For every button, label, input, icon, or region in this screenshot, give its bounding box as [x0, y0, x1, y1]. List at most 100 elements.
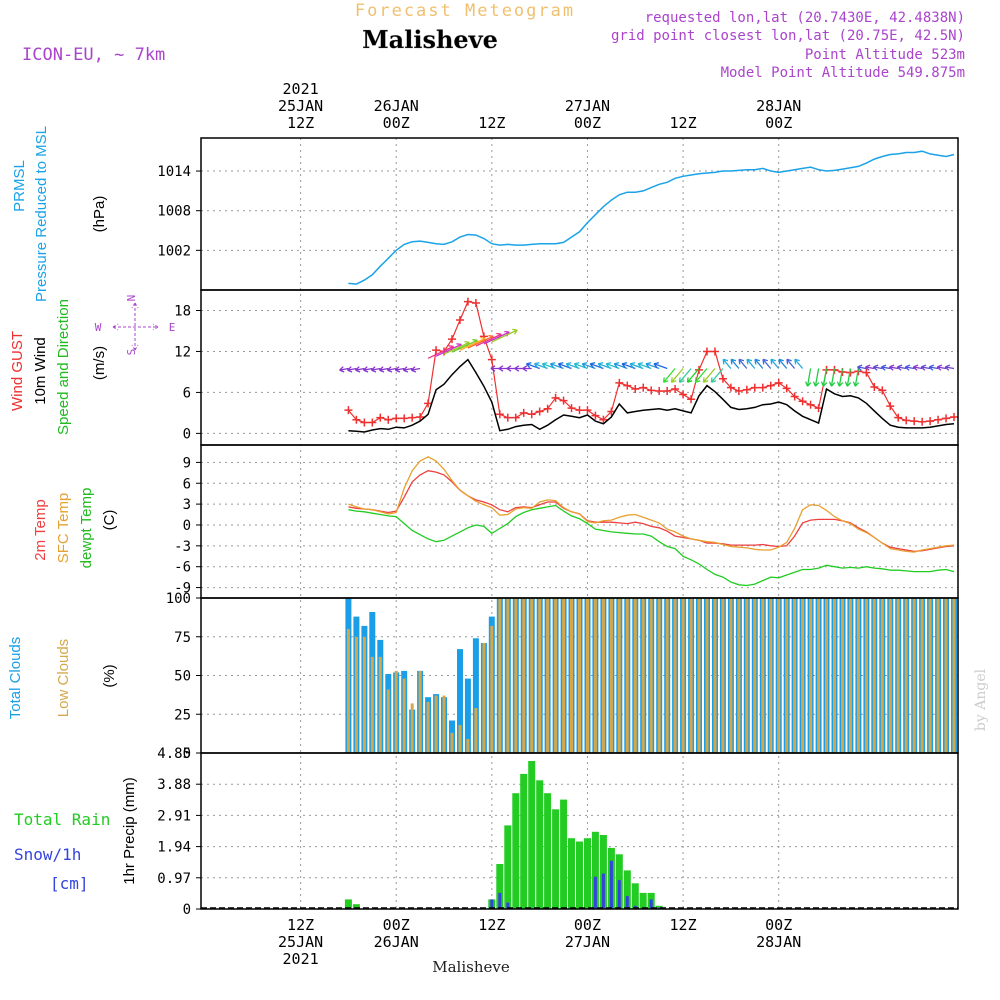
gust-point — [647, 386, 656, 395]
temp-ylabel-4: 3 — [183, 497, 191, 513]
bottom-time-label-3-0: 00Z — [574, 916, 601, 934]
low-cloud-bar — [426, 701, 430, 753]
wind-direction-arrow — [794, 358, 804, 369]
low-cloud-bar — [825, 598, 828, 753]
compass-n: N — [125, 295, 138, 302]
gust-point — [463, 297, 472, 306]
low-cloud-bar — [522, 598, 526, 753]
wind-direction-arrow — [912, 364, 923, 371]
clouds-ylabel-3: 75 — [174, 630, 191, 646]
rain-bar — [552, 809, 560, 909]
rain-bar — [584, 838, 591, 909]
low-cloud-bar — [785, 598, 789, 753]
low-cloud-bar — [434, 695, 438, 753]
gust-point — [886, 402, 895, 411]
gust-point — [519, 408, 528, 417]
gust-point — [918, 417, 927, 426]
gust-point — [639, 383, 648, 392]
gust-point — [806, 400, 815, 409]
gust-point — [782, 384, 791, 393]
compass-rose — [112, 302, 159, 351]
rain-bar — [536, 780, 544, 909]
gust-point — [384, 415, 393, 424]
wind-direction-arrow — [852, 368, 860, 387]
low-cloud-bar — [944, 598, 948, 753]
top-time-label-0-0: 2021 — [283, 80, 319, 98]
wind-direction-arrow — [944, 364, 955, 371]
gust-point — [950, 413, 959, 422]
wind-direction-arrow — [710, 368, 724, 383]
wind-direction-arrow — [896, 364, 907, 371]
gust-point — [360, 418, 369, 427]
grid-layer — [201, 138, 958, 909]
wind-direction-arrow — [339, 366, 349, 373]
low-cloud-bar — [888, 598, 892, 753]
gust-point — [750, 383, 759, 392]
total-cloud-bar — [464, 678, 471, 753]
gust-point — [655, 387, 664, 396]
low-cloud-bar — [649, 598, 653, 753]
bottom-time-label-1-0: 00Z — [383, 916, 410, 934]
rain-bar — [599, 835, 607, 909]
wind-direction-arrow — [378, 366, 389, 373]
wind-direction-arrow — [694, 368, 708, 383]
low-cloud-bar — [498, 598, 502, 753]
wind-direction-arrow — [653, 362, 668, 370]
low-cloud-bar — [753, 598, 757, 753]
wind-direction-arrow — [746, 358, 756, 369]
rain-bar — [544, 793, 552, 909]
pressure-ylabel-2: 1014 — [157, 164, 191, 180]
gust-point — [934, 415, 943, 424]
low-cloud-bar — [633, 598, 637, 753]
low-cloud-bar — [705, 598, 709, 753]
rain-bar — [496, 864, 504, 909]
low-cloud-bar — [673, 598, 677, 753]
wind-direction-arrow — [804, 368, 812, 387]
gust-point — [726, 383, 735, 392]
low-cloud-bar — [745, 598, 749, 753]
wind-direction-arrow — [865, 364, 875, 371]
bottom-time-label-0-0: 12Z — [287, 916, 314, 934]
low-cloud-bar — [609, 598, 613, 753]
gust-point — [631, 385, 640, 394]
temp-ylabel-2: -3 — [174, 539, 191, 555]
snow-bar — [506, 902, 510, 909]
top-time-label-3-1: 00Z — [574, 114, 601, 132]
low-cloud-bar — [721, 598, 725, 753]
gust-point — [455, 316, 464, 325]
low-cloud-bar — [872, 598, 876, 753]
rain-bar — [512, 793, 520, 909]
rain-bar — [560, 799, 568, 909]
gust-point — [742, 385, 751, 394]
gust-point — [368, 418, 377, 427]
low-cloud-bar — [713, 598, 717, 753]
low-cloud-bar — [697, 598, 701, 753]
clouds-ylabel-4: 100 — [166, 591, 191, 607]
compass-e: E — [169, 321, 176, 334]
precip-ylabel-4: 3.88 — [157, 777, 191, 793]
dewpt-line — [348, 504, 955, 587]
top-time-label-1-1: 00Z — [383, 114, 410, 132]
wind-direction-arrow — [844, 368, 852, 387]
gust-point — [535, 407, 544, 416]
location-title: Malisheve — [362, 25, 498, 54]
low-cloud-bar — [578, 598, 581, 753]
gust-point — [702, 347, 711, 356]
gust-point — [599, 415, 608, 424]
wind-line — [348, 358, 955, 433]
low-cloud-bar — [769, 598, 773, 753]
gust-point — [432, 346, 441, 355]
gust-point — [392, 414, 401, 423]
low-cloud-bar — [546, 598, 550, 753]
rain-bar — [504, 825, 512, 909]
low-cloud-bar — [362, 636, 366, 754]
low-cloud-bar — [912, 598, 916, 753]
rain-bar — [591, 831, 599, 909]
wind-direction-arrow — [872, 364, 883, 371]
gust-point — [575, 406, 584, 415]
compass-w: W — [95, 321, 102, 334]
gust-point — [790, 392, 799, 401]
low-cloud-bar — [450, 732, 454, 753]
low-clouds-label: Low Clouds — [55, 639, 72, 717]
gust-point — [814, 404, 823, 413]
